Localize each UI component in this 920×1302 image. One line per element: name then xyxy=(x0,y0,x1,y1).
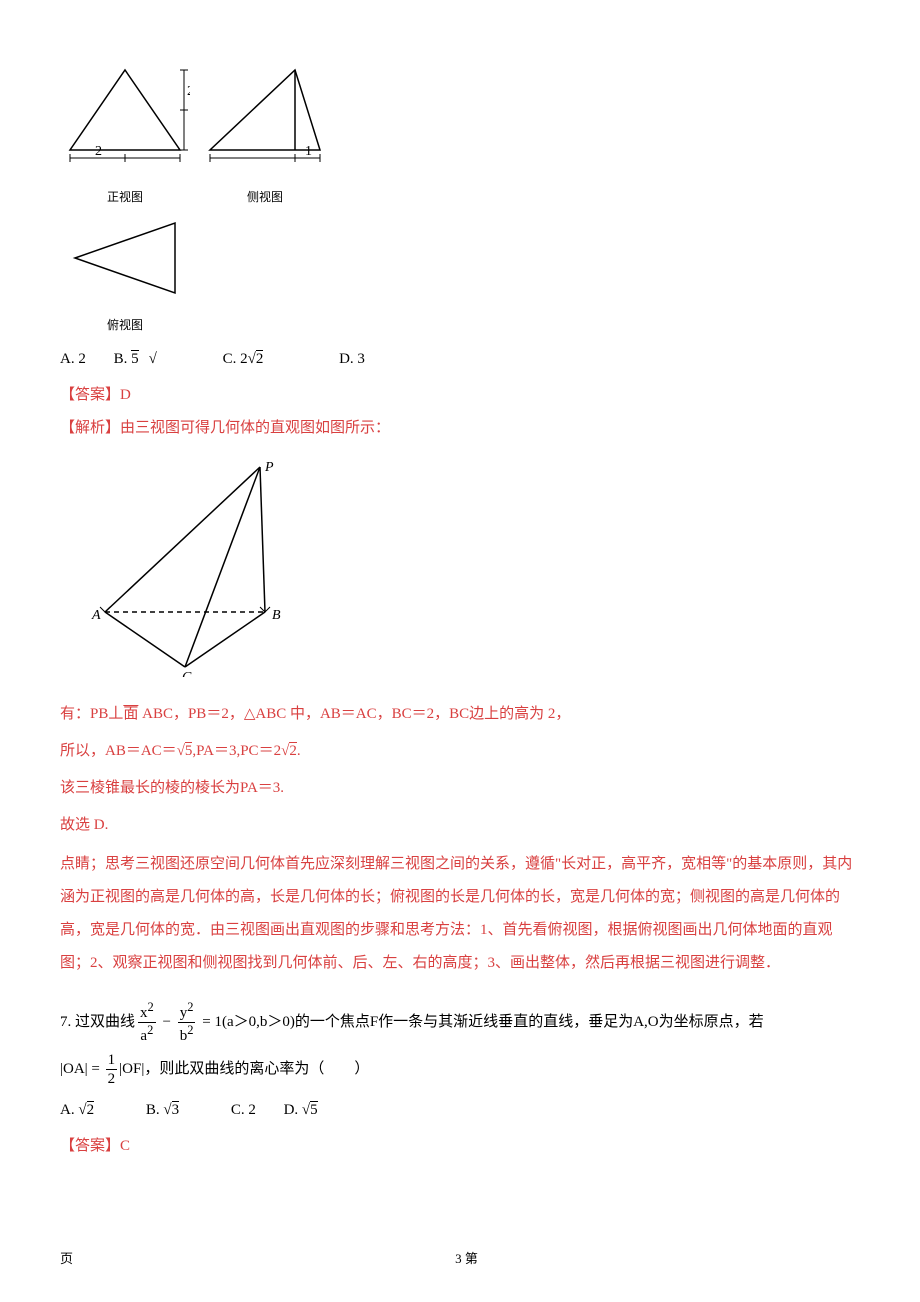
q7-formula: x2 a2 xyxy=(138,1000,156,1045)
q6-option-b: B. 5√ xyxy=(114,351,195,367)
q7-formula2: y2 b2 xyxy=(178,1000,196,1045)
q6-explain-line4: 故选 D. xyxy=(60,809,860,842)
q6-answer-label: 【答案】 xyxy=(60,387,120,403)
top-view-label: 俯视图 xyxy=(60,314,190,337)
q6-tip-label: 点睛； xyxy=(60,856,105,872)
q7-options: A. √2 B. √3 C. 2 D. √5 xyxy=(60,1096,860,1125)
q6-option-a: A. 2 xyxy=(60,351,86,367)
label-P: P xyxy=(264,460,274,475)
q7-pre: 过双曲线 xyxy=(75,1014,135,1030)
q7-answer-value: C xyxy=(120,1138,130,1154)
label-C: C xyxy=(182,670,192,677)
label-A: A xyxy=(91,608,101,623)
q6-option-c: C. 2√2 xyxy=(223,351,312,367)
q7-num: 7. xyxy=(60,1014,71,1030)
label-B: B xyxy=(272,608,281,623)
side-view-label: 侧视图 xyxy=(200,186,330,209)
q6-answer: 【答案】D xyxy=(60,381,860,410)
q6-tip-body: 思考三视图还原空间几何体首先应深刻理解三视图之间的关系，遵循"长对正，高平齐，宽… xyxy=(60,856,852,971)
q7-cond: |OA| = 1 2 |OF|，则此双曲线的离心率为（ ） xyxy=(60,1051,860,1088)
front-view: 2 2 正视图 xyxy=(60,60,190,208)
footer-left: 页 xyxy=(60,1247,73,1272)
q6-explain-line3: 该三棱锥最长的棱的棱长为PA＝3. xyxy=(60,772,860,805)
q6-answer-value: D xyxy=(120,387,131,403)
front-height-dim: 2 xyxy=(187,84,190,99)
q7-option-d: D. √5 xyxy=(284,1102,342,1118)
q7-option-a: A. √2 xyxy=(60,1102,118,1118)
q6-explain-line2: 所以，AB＝AC＝√5,PA＝3,PC＝2√2. xyxy=(60,735,860,768)
front-base-dim: 2 xyxy=(95,144,102,159)
q7-post: 的一个焦点F作一条与其渐近线垂直的直线，垂足为A,O为坐标原点，若 xyxy=(295,1014,764,1030)
q6-tip: 点睛；思考三视图还原空间几何体首先应深刻理解三视图之间的关系，遵循"长对正，高平… xyxy=(60,848,860,980)
q7-answer-label: 【答案】 xyxy=(60,1138,120,1154)
q7-text: 7. 过双曲线 x2 a2 − y2 b2 = 1(a＞0,b＞0)的一个焦点F… xyxy=(60,1000,860,1045)
q6-explain-line1: 有：PB丄面 ABC，PB＝2，△ABC 中，AB＝AC，BC＝2，BC边上的高… xyxy=(60,698,860,731)
side-view: 1 侧视图 xyxy=(200,60,330,208)
q6-explain-label: 【解析】 xyxy=(60,420,120,436)
q7-option-b: B. √3 xyxy=(146,1102,203,1118)
three-view-figures: 2 2 正视图 1 侧视图 xyxy=(60,60,860,337)
q6-option-d: D. 3 xyxy=(339,351,365,367)
pyramid-diagram: A B C P xyxy=(90,457,860,688)
q7-answer: 【答案】C xyxy=(60,1132,860,1161)
q6-options: A. 2 B. 5√ C. 2√2 D. 3 xyxy=(60,345,860,374)
footer-center: 3 第 xyxy=(60,1247,860,1272)
page-footer: 页 3 第 xyxy=(60,1247,860,1272)
side-base-dim: 1 xyxy=(305,144,312,159)
front-view-label: 正视图 xyxy=(60,186,190,209)
q6-explain-intro: 【解析】由三视图可得几何体的直观图如图所示： xyxy=(60,414,860,443)
top-view: 俯视图 xyxy=(60,213,860,336)
q6-explain-intro-text: 由三视图可得几何体的直观图如图所示： xyxy=(120,420,390,436)
q7-option-c: C. 2 xyxy=(231,1102,256,1118)
